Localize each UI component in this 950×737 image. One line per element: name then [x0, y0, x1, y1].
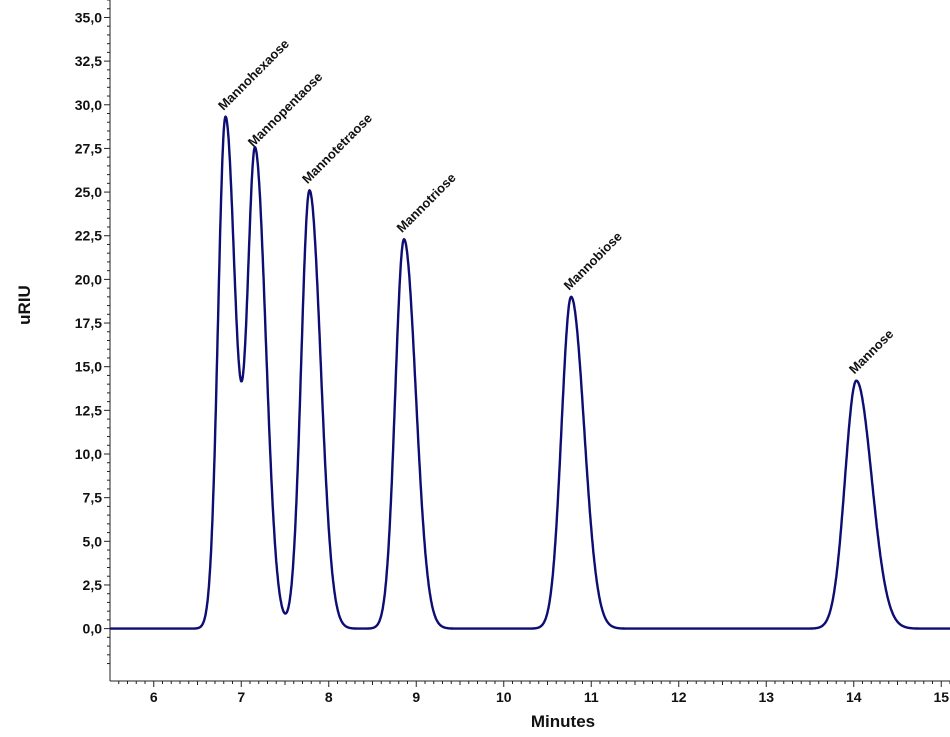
y-tick-label: 0,0	[83, 621, 103, 637]
y-axis-title: uRIU	[15, 285, 34, 325]
peak-label: Mannohexaose	[215, 36, 292, 113]
y-tick-label: 17,5	[75, 315, 102, 331]
x-tick-label: 6	[150, 689, 158, 705]
y-tick-label: 12,5	[75, 402, 102, 418]
y-tick-label: 35,0	[75, 9, 102, 25]
x-tick-label: 7	[237, 689, 245, 705]
peak-label: Mannotriose	[394, 170, 459, 235]
chromatogram-trace	[109, 115, 950, 630]
x-tick-label: 10	[496, 689, 512, 705]
y-tick-label: 27,5	[75, 140, 102, 156]
y-tick-label: 25,0	[75, 184, 102, 200]
y-tick-label: 5,0	[83, 533, 103, 549]
y-tick-label: 30,0	[75, 97, 102, 113]
x-tick-labels: 6 7 8 9 10 11 12 13 14 15	[150, 689, 949, 705]
x-tick-label: 14	[846, 689, 862, 705]
peak-labels: MannohexaoseMannopentaoseMannotetraoseMa…	[215, 36, 896, 377]
y-tick-label: 10,0	[75, 446, 102, 462]
y-tick-labels: 0,0 2,5 5,0 7,5 10,0 12,5 15,0 17,5 20,0 22,5 25,0…	[75, 9, 102, 636]
y-tick-label: 20,0	[75, 271, 102, 287]
x-tick-label: 12	[671, 689, 687, 705]
y-tick-label: 22,5	[75, 228, 102, 244]
y-tick-label: 7,5	[83, 490, 103, 506]
peak-label: Mannose	[846, 326, 896, 376]
peak-label: Mannotetraose	[299, 110, 375, 186]
peak-label: Mannobiose	[561, 229, 625, 293]
x-tick-label: 11	[584, 689, 599, 705]
y-tick-label: 32,5	[75, 53, 102, 69]
x-tick-label: 15	[933, 689, 949, 705]
y-tick-label: 15,0	[75, 359, 102, 375]
x-tick-label: 9	[412, 689, 420, 705]
x-tick-label: 13	[758, 689, 774, 705]
x-tick-label: 8	[325, 689, 333, 705]
axes	[104, 0, 950, 687]
x-axis-title: Minutes	[531, 712, 595, 731]
y-tick-label: 2,5	[83, 577, 103, 593]
